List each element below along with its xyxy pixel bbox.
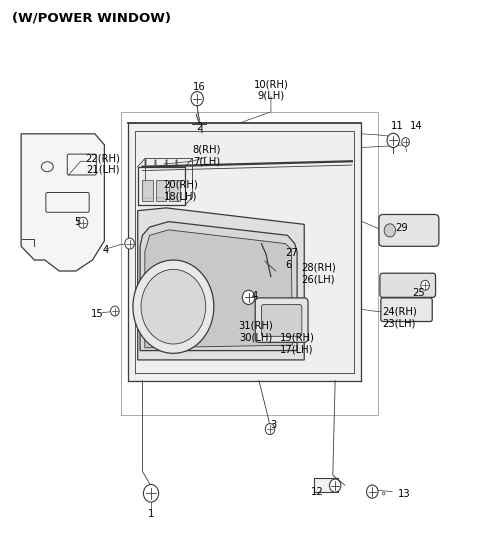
Text: 15: 15 [91, 309, 104, 319]
Circle shape [387, 133, 399, 148]
Bar [143, 180, 153, 201]
Text: 5: 5 [74, 217, 81, 227]
Text: 20(RH)
18(LH): 20(RH) 18(LH) [163, 180, 198, 201]
Circle shape [329, 479, 341, 492]
Text: 4: 4 [103, 245, 109, 255]
Circle shape [384, 224, 396, 237]
Circle shape [110, 306, 119, 316]
FancyBboxPatch shape [262, 305, 302, 336]
Circle shape [421, 280, 430, 290]
Circle shape [367, 485, 378, 498]
FancyBboxPatch shape [380, 273, 435, 298]
Text: 31(RH)
30(LH): 31(RH) 30(LH) [239, 321, 273, 342]
Text: 28(RH)
26(LH): 28(RH) 26(LH) [301, 263, 336, 284]
FancyBboxPatch shape [381, 298, 432, 321]
Bar [314, 478, 337, 492]
Text: 1: 1 [148, 509, 154, 519]
Text: 27: 27 [286, 248, 299, 258]
Text: 3: 3 [270, 420, 276, 430]
Bar [156, 180, 166, 201]
Text: 13: 13 [398, 489, 410, 499]
Text: 29: 29 [396, 223, 408, 233]
Circle shape [78, 217, 88, 228]
Circle shape [242, 290, 255, 305]
Circle shape [144, 484, 158, 502]
Text: 14: 14 [410, 121, 422, 131]
Text: 8(RH)
7(LH): 8(RH) 7(LH) [192, 145, 221, 166]
PathPatch shape [21, 134, 104, 271]
Circle shape [125, 238, 134, 249]
Text: 6: 6 [286, 260, 292, 270]
Circle shape [133, 260, 214, 353]
Circle shape [141, 269, 206, 344]
Circle shape [402, 138, 409, 147]
Text: 25: 25 [412, 288, 425, 298]
Circle shape [265, 424, 275, 435]
Bar [169, 180, 180, 201]
PathPatch shape [140, 222, 297, 351]
PathPatch shape [145, 230, 292, 348]
Text: 16: 16 [193, 82, 206, 92]
Text: 19(RH)
17(LH): 19(RH) 17(LH) [280, 333, 314, 354]
Text: 12: 12 [311, 487, 324, 497]
Text: 2: 2 [196, 122, 203, 132]
Text: 11: 11 [391, 121, 403, 131]
Circle shape [191, 92, 204, 106]
Text: (W/POWER WINDOW): (W/POWER WINDOW) [12, 12, 170, 25]
FancyBboxPatch shape [379, 215, 439, 246]
FancyBboxPatch shape [255, 298, 308, 342]
Text: 10(RH)
9(LH): 10(RH) 9(LH) [253, 79, 288, 101]
Text: 22(RH)
21(LH): 22(RH) 21(LH) [85, 153, 120, 175]
Text: 24(RH)
23(LH): 24(RH) 23(LH) [382, 307, 417, 328]
PathPatch shape [138, 208, 304, 360]
Polygon shape [128, 123, 361, 381]
Text: 4: 4 [251, 291, 257, 301]
Polygon shape [383, 282, 416, 304]
